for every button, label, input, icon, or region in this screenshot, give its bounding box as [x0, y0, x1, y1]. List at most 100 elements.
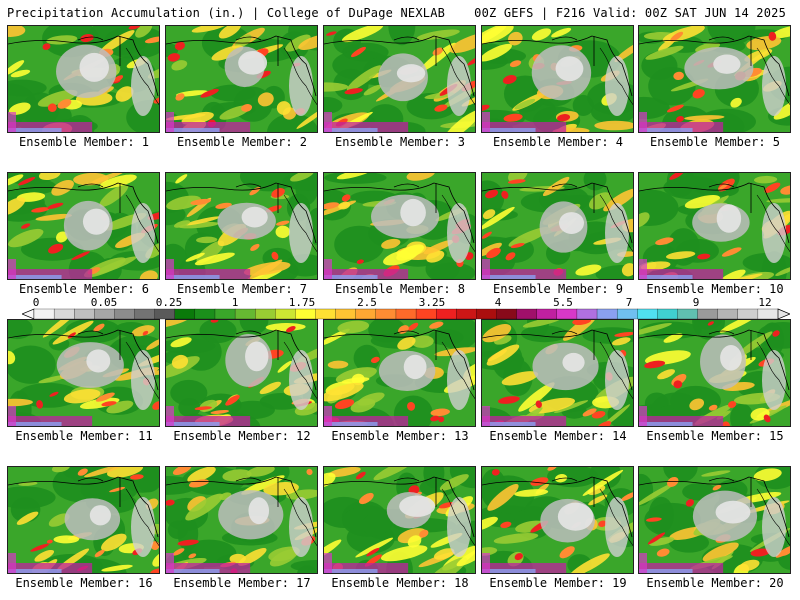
- ensemble-member-label: Ensemble Member: 13: [331, 429, 469, 443]
- legend-color-swatch: [295, 308, 316, 320]
- precip-map-20: [639, 467, 790, 573]
- ensemble-member-label: Ensemble Member: 2: [176, 135, 308, 149]
- legend-color-swatch: [33, 308, 55, 320]
- legend-color-swatch: [737, 308, 759, 320]
- legend-color-swatch: [456, 308, 477, 320]
- ensemble-member-label: Ensemble Member: 9: [492, 282, 624, 296]
- precip-map-10: [639, 173, 790, 279]
- precip-map-12: [166, 320, 317, 426]
- legend-tick-label: 3.25: [418, 296, 446, 309]
- ensemble-member-panel: [638, 319, 791, 427]
- precip-map-5: [639, 26, 790, 132]
- legend-color-swatch: [154, 308, 176, 320]
- ensemble-member-label: Ensemble Member: 1: [18, 135, 150, 149]
- ensemble-member-panel: [165, 25, 318, 133]
- legend-color-swatch: [134, 308, 156, 320]
- legend-min-arrow: [22, 308, 35, 320]
- legend-color-swatch: [496, 308, 518, 320]
- ensemble-member-panel: [323, 25, 476, 133]
- precip-map-1: [8, 26, 159, 132]
- legend-color-swatch: [657, 308, 678, 320]
- legend-color-swatch: [194, 308, 216, 320]
- ensemble-member-panel: [7, 172, 160, 280]
- legend-colorbar: [22, 308, 790, 320]
- legend-tick-label: 4: [494, 296, 502, 309]
- ensemble-member-panel: [638, 172, 791, 280]
- ensemble-member-panel: [7, 466, 160, 574]
- ensemble-member-panel: [165, 319, 318, 427]
- map-title: Precipitation Accumulation (in.) | Colle…: [7, 6, 446, 20]
- legend-tick-label: 0.05: [90, 296, 118, 309]
- ensemble-member-label: Ensemble Member: 16: [15, 576, 153, 590]
- legend-color-swatch: [53, 308, 75, 320]
- ensemble-member-panel: [481, 25, 634, 133]
- ensemble-member-label: Ensemble Member: 5: [649, 135, 781, 149]
- precip-map-8: [324, 173, 475, 279]
- ensemble-member-panel: [165, 466, 318, 574]
- legend-color-swatch: [174, 308, 196, 320]
- ensemble-member-panel: [481, 172, 634, 280]
- legend-color-swatch: [596, 308, 618, 320]
- legend-color-swatch: [234, 308, 256, 320]
- ensemble-member-panel: [7, 319, 160, 427]
- ensemble-member-panel: [323, 172, 476, 280]
- legend-tick-label: 1.75: [288, 296, 316, 309]
- ensemble-member-panel: [165, 172, 318, 280]
- legend-color-swatch: [616, 308, 638, 320]
- ensemble-member-label: Ensemble Member: 10: [646, 282, 784, 296]
- legend-color-swatch: [375, 308, 397, 320]
- legend-color-swatch: [677, 308, 699, 320]
- legend-color-swatch: [395, 308, 417, 320]
- header: Precipitation Accumulation (in.) | Colle…: [0, 0, 800, 24]
- legend-color-swatch: [476, 308, 497, 320]
- precip-map-2: [166, 26, 317, 132]
- ensemble-member-label: Ensemble Member: 7: [176, 282, 308, 296]
- legend-tick-label: 2.5: [357, 296, 377, 309]
- legend-color-swatch: [516, 308, 538, 320]
- legend-color-swatch: [697, 308, 719, 320]
- ensemble-member-label: Ensemble Member: 19: [489, 576, 627, 590]
- precip-map-18: [324, 467, 475, 573]
- precip-map-11: [8, 320, 159, 426]
- legend-color-swatch: [214, 308, 236, 320]
- legend-tick-label: 9: [692, 296, 700, 309]
- ensemble-member-label: Ensemble Member: 8: [334, 282, 466, 296]
- run-info: 00Z GEFS | F216 Valid: 00Z SAT JUN 14 20…: [474, 6, 786, 20]
- legend-color-swatch: [637, 308, 658, 320]
- legend-color-swatch: [255, 308, 276, 320]
- legend-color-swatch: [335, 308, 357, 320]
- legend-color-swatch: [74, 308, 95, 320]
- ensemble-member-label: Ensemble Member: 18: [331, 576, 469, 590]
- ensemble-member-label: Ensemble Member: 15: [646, 429, 784, 443]
- ensemble-member-panel: [638, 25, 791, 133]
- precip-map-6: [8, 173, 159, 279]
- legend-color-swatch: [436, 308, 457, 320]
- legend-tick-label: 0.25: [155, 296, 183, 309]
- ensemble-member-panel: [638, 466, 791, 574]
- ensemble-member-label: Ensemble Member: 12: [173, 429, 311, 443]
- legend-color-swatch: [355, 308, 377, 320]
- precip-map-13: [324, 320, 475, 426]
- precip-map-17: [166, 467, 317, 573]
- ensemble-member-panel: [7, 25, 160, 133]
- legend-color-swatch: [757, 308, 779, 320]
- precip-map-3: [324, 26, 475, 132]
- ensemble-member-label: Ensemble Member: 11: [15, 429, 153, 443]
- ensemble-member-panel: [481, 319, 634, 427]
- legend-color-swatch: [556, 308, 578, 320]
- legend-tick-label: 12: [758, 296, 772, 309]
- precip-legend: 0 0.05 0.25 1 1.75 2.5 3.25 4 5.5 7 9 12: [22, 296, 790, 322]
- precip-map-15: [639, 320, 790, 426]
- legend-tick-label: 0: [32, 296, 40, 309]
- legend-color-swatch: [536, 308, 558, 320]
- ensemble-member-panel: [481, 466, 634, 574]
- ensemble-member-label: Ensemble Member: 6: [18, 282, 150, 296]
- ensemble-member-panel: [323, 319, 476, 427]
- legend-color-swatch: [576, 308, 598, 320]
- legend-color-swatch: [415, 308, 437, 320]
- ensemble-member-panel: [323, 466, 476, 574]
- legend-tick-label: 7: [625, 296, 633, 309]
- ensemble-member-label: Ensemble Member: 4: [492, 135, 624, 149]
- legend-color-swatch: [315, 308, 337, 320]
- legend-color-swatch: [94, 308, 115, 320]
